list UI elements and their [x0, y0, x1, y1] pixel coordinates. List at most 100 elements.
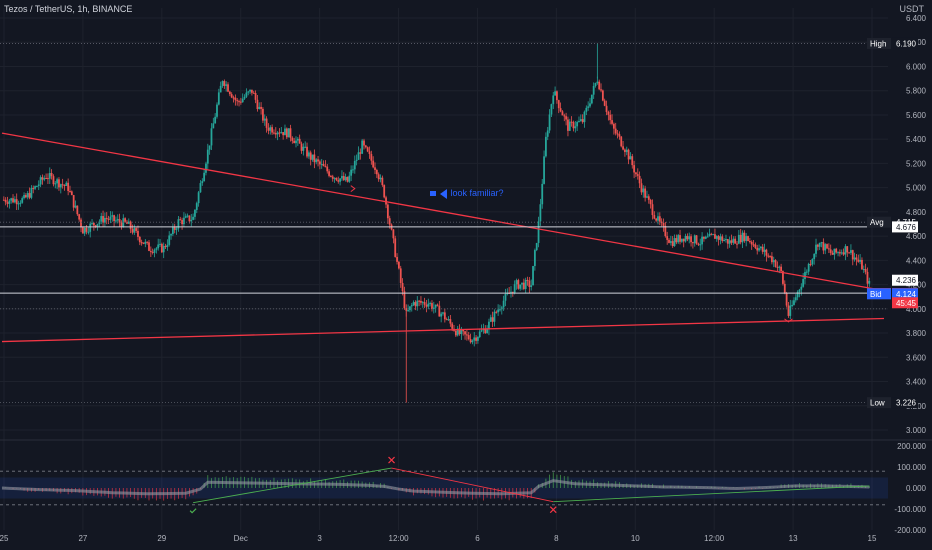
candle-body: [714, 234, 716, 239]
candle-body: [105, 217, 108, 219]
candle-body: [467, 335, 470, 340]
candle-body: [741, 232, 744, 243]
candle-body: [578, 120, 580, 123]
candle-body: [442, 312, 444, 314]
candle-body: [339, 178, 341, 182]
candle-body: [809, 263, 812, 265]
candle-body: [368, 151, 371, 155]
candle-body: [704, 236, 707, 239]
candle-body: [436, 304, 439, 306]
candle-body: [434, 304, 437, 308]
candle-body: [285, 128, 288, 138]
candle-body: [100, 216, 103, 222]
candle-body: [638, 175, 641, 184]
candle-body: [431, 303, 433, 309]
y-tick-label: 4.800: [906, 208, 927, 217]
candle-body: [171, 227, 174, 235]
candle-body: [590, 94, 593, 104]
candle-body: [649, 199, 652, 205]
candle-body: [635, 172, 637, 175]
candle-body: [734, 238, 737, 244]
candle-body: [855, 257, 858, 260]
candle-body: [24, 195, 27, 198]
candle-body: [752, 244, 755, 246]
x-tick-label: 15: [868, 534, 877, 543]
candle-body: [403, 291, 406, 309]
candle-body: [78, 214, 81, 220]
y-tick-label: 3.000: [906, 426, 927, 435]
candle-body: [214, 116, 217, 124]
candle-body: [603, 100, 606, 106]
y-tick-label: 5.200: [906, 159, 927, 168]
candle-body: [607, 111, 610, 115]
candle-body: [675, 238, 678, 243]
candle-body: [48, 173, 51, 179]
candle-body: [703, 236, 705, 239]
arrow-left-icon: [430, 191, 436, 197]
candle-body: [706, 236, 709, 238]
candle-body: [522, 282, 525, 289]
candle-body: [465, 334, 468, 336]
candle-body: [737, 234, 740, 244]
candle-body: [388, 218, 391, 225]
candle-body: [699, 244, 702, 246]
candle-body: [127, 221, 130, 224]
candle-body: [252, 92, 255, 94]
osc-y-tick-label: 200.000: [897, 442, 926, 451]
candle-body: [557, 100, 560, 109]
candle-body: [26, 193, 29, 198]
candle-body: [249, 89, 251, 92]
candle-body: [199, 183, 202, 193]
candle-body: [12, 198, 14, 203]
candle-body: [30, 187, 33, 198]
candle-body: [177, 219, 180, 229]
candle-body: [173, 227, 176, 230]
candle-body: [827, 248, 830, 250]
candle-body: [846, 246, 849, 253]
candle-body: [243, 96, 246, 99]
candle-body: [644, 188, 647, 198]
candle-body: [126, 221, 128, 224]
candle-body: [612, 123, 615, 129]
candle-body: [594, 83, 597, 87]
candle-body: [493, 311, 496, 322]
candle-body: [712, 234, 715, 236]
candle-body: [54, 183, 57, 185]
candle-body: [548, 114, 551, 131]
candle-body: [131, 229, 134, 233]
x-tick-label: 12:00: [704, 534, 725, 543]
candle-body: [728, 240, 731, 244]
candle-body: [34, 186, 36, 189]
divergence-line: [193, 467, 392, 504]
candle-body: [346, 176, 349, 182]
candle-body: [410, 305, 413, 307]
candle-body: [636, 174, 639, 176]
candle-body: [710, 233, 713, 235]
candle-body: [192, 216, 194, 220]
candle-body: [754, 244, 757, 248]
candle-body: [306, 146, 308, 157]
candle-body: [850, 250, 852, 253]
candle-body: [67, 182, 70, 191]
y-tick-label: 5.400: [906, 135, 927, 144]
candle-body: [124, 218, 127, 222]
candle-body: [260, 106, 262, 109]
candle-body: [216, 104, 218, 117]
candle-body: [646, 196, 648, 198]
candle-body: [576, 122, 579, 127]
candle-body: [666, 236, 669, 240]
candle-body: [859, 259, 862, 262]
candle-body: [524, 279, 527, 289]
candle-body: [432, 307, 435, 309]
x-tick-label: Dec: [234, 534, 248, 543]
candle-body: [559, 108, 562, 112]
candle-body: [601, 90, 604, 101]
candle-body: [690, 236, 692, 243]
candle-body: [521, 282, 523, 285]
annotation-text: look familiar?: [450, 188, 504, 198]
candle-body: [627, 149, 630, 160]
candle-body: [723, 240, 726, 242]
candle-body: [780, 266, 782, 272]
candle-body: [256, 99, 259, 110]
